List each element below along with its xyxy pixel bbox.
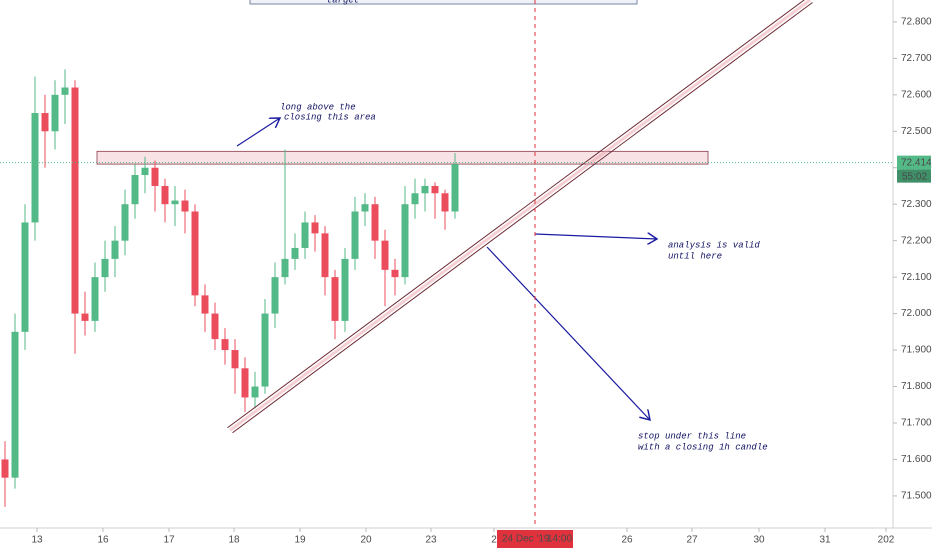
x-tick-label: 26 [621, 535, 633, 546]
crosshair-date: 24 Dec '19 [502, 534, 550, 545]
target-label: target [327, 0, 359, 5]
x-tick-label: 30 [753, 535, 765, 546]
countdown-label: 55:02 [902, 171, 927, 182]
annotation: until here [668, 251, 722, 261]
annotation: long above the [280, 102, 356, 112]
y-tick-label: 71.800 [901, 381, 932, 392]
x-tick-label: 17 [163, 535, 175, 546]
arrow [486, 246, 650, 420]
candle-body [221, 339, 229, 351]
candle-body [11, 331, 19, 478]
countdown-badge [897, 169, 931, 183]
candle-body [211, 313, 219, 340]
candle-body [191, 211, 199, 296]
x-tick-label: 19 [294, 535, 306, 546]
y-tick-label: 72.500 [901, 126, 932, 137]
candle-body [181, 200, 189, 212]
x-tick-label: 13 [31, 535, 43, 546]
y-tick-label: 71.700 [901, 418, 932, 429]
annotation: with a closing 1h candle [638, 442, 768, 452]
candle-body [331, 277, 339, 321]
candle-body [231, 350, 239, 369]
x-tick-label: 16 [97, 535, 109, 546]
candle-body [1, 459, 9, 478]
candle-body [351, 211, 359, 259]
candle-body [321, 233, 329, 278]
candle-body [411, 193, 419, 205]
candle-body [81, 313, 89, 321]
x-tick-label: 31 [819, 535, 831, 546]
trendline-fill [229, 0, 811, 432]
y-tick-label: 72.000 [901, 308, 932, 319]
x-tick-label: 20 [360, 535, 372, 546]
price-badge [897, 155, 931, 170]
y-tick-label: 72.200 [901, 235, 932, 246]
candle-body [261, 313, 269, 387]
candle-body [21, 222, 29, 332]
candle-body [401, 204, 409, 278]
candle-body [141, 167, 149, 176]
candle-body [251, 386, 259, 398]
annotation: closing this area [284, 112, 376, 122]
x-tick-label: 2 [491, 535, 497, 546]
trendline [227, 0, 805, 429]
candle-body [51, 94, 59, 132]
y-tick-label: 71.500 [901, 491, 932, 502]
y-tick-label: 72.600 [901, 89, 932, 100]
candle-body [281, 258, 289, 278]
candle-body [111, 240, 119, 259]
x-tick-label: 27 [686, 535, 698, 546]
candle-body [61, 87, 69, 95]
candle-body [31, 113, 39, 223]
candle-body [451, 164, 459, 212]
candle-body [291, 247, 299, 259]
x-tick-label: 23 [425, 535, 437, 546]
candle-body [151, 167, 159, 186]
trendline [232, 2, 813, 434]
annotation: stop under this line [638, 431, 746, 441]
candle-body [271, 277, 279, 314]
candle-body [361, 204, 369, 212]
candle-body [381, 240, 389, 270]
candle-body [71, 87, 79, 314]
candle-body [121, 204, 129, 241]
candle-body [161, 185, 169, 205]
crosshair-badge [497, 530, 573, 548]
annotation: analysis is valid [668, 240, 760, 250]
y-tick-label: 72.700 [901, 53, 932, 64]
y-tick-label: 71.600 [901, 454, 932, 465]
candle-body [201, 295, 209, 314]
candle-body [371, 204, 379, 241]
arrow [534, 234, 657, 239]
candle-body [301, 222, 309, 248]
price-badge-label: 72.414 [901, 157, 932, 168]
candle-body [131, 175, 139, 205]
candle-body [171, 200, 179, 205]
crosshair-time: 14:00 [547, 534, 572, 545]
target-box [249, 0, 638, 5]
candle-body [311, 222, 319, 234]
resistance-zone [96, 150, 709, 165]
candle-body [341, 258, 349, 321]
candle-body [441, 193, 449, 212]
arrow [236, 118, 280, 147]
x-tick-label: 18 [228, 535, 240, 546]
candle-body [101, 258, 109, 278]
y-tick-label: 72.300 [901, 199, 932, 210]
x-tick-label: 202 [878, 535, 895, 546]
candle-body [91, 277, 99, 321]
candle-body [41, 113, 49, 132]
candle-body [241, 368, 249, 398]
y-tick-label: 71.900 [901, 345, 932, 356]
plot-area [1, 0, 813, 507]
y-tick-label: 72.100 [901, 272, 932, 283]
y-tick-label: 72.800 [901, 17, 932, 28]
candle-body [431, 185, 439, 194]
candle-body [391, 269, 399, 278]
candle-body [421, 185, 429, 194]
